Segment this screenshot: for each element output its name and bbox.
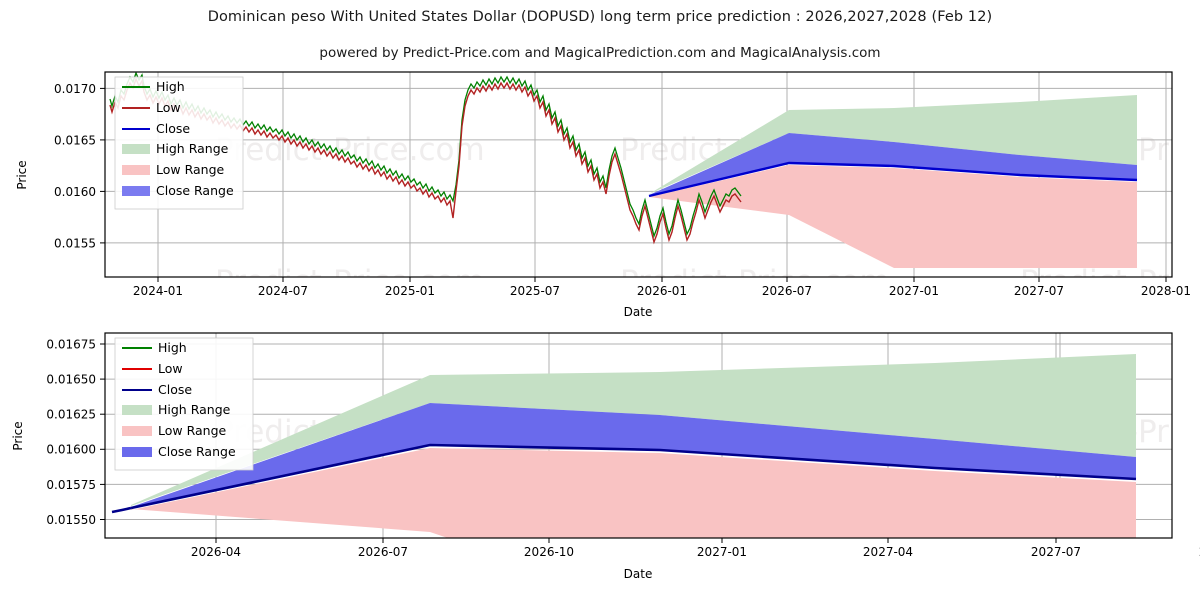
y-tick-label: 0.0170 [54,82,96,96]
y-tick-label: 0.01550 [46,513,96,527]
top-x-axis: 2024-01 2024-07 2025-01 2025-07 2026-01 … [133,277,1191,298]
legend-item-high[interactable]: High [122,79,185,94]
x-tick-label: 2027-04 [863,545,913,559]
x-tick-label: 2024-07 [258,284,308,298]
y-tick-label: 0.01600 [46,443,96,457]
x-tick-label: 2027-10 [1199,545,1200,559]
legend-item-high-range[interactable]: High Range [122,141,229,156]
top-y-axis-title: Price [15,160,29,189]
watermark-text: Predict-Price.com [215,264,485,300]
x-tick-label: 2026-10 [524,545,574,559]
y-tick-label: 0.0160 [54,185,96,199]
bottom-plot-frame [104,332,1173,539]
x-tick-label: 2024-01 [133,284,183,298]
legend-label: High [156,79,185,94]
bottom-x-axis-title: Date [624,567,653,581]
bottom-chart-panel: Predict-Price.com Predict-Price.com Pred… [11,332,1200,581]
bottom-chart-legend[interactable]: High Low Close High Range Low Range Clos… [114,337,254,471]
legend-item-close[interactable]: Close [122,382,192,397]
low-range-band [649,165,1137,268]
x-tick-label: 2027-07 [1014,284,1064,298]
legend-label: Low Range [158,423,227,438]
legend-item-high-range[interactable]: High Range [122,402,231,417]
low-range-band [131,448,1136,538]
legend-label: High Range [156,141,229,156]
bottom-y-axis-title: Price [11,421,25,450]
high-range-band [131,354,1136,506]
legend-label: High [158,340,187,355]
x-tick-label: 2026-07 [358,545,408,559]
x-tick-label: 2026-07 [762,284,812,298]
legend-item-low-range[interactable]: Low Range [122,423,227,438]
x-tick-label: 2026-01 [637,284,687,298]
x-tick-label: 2027-07 [1031,545,1081,559]
top-chart-legend[interactable]: High Low Close High Range Low Range Clos… [114,76,244,210]
legend-item-close-range[interactable]: Close Range [122,444,236,459]
y-tick-label: 0.01575 [46,478,96,492]
x-tick-label: 2028-01 [1141,284,1191,298]
legend-item-low[interactable]: Low [122,361,183,376]
close-range-band [131,403,1136,508]
close-range-band [649,133,1137,195]
y-tick-label: 0.0155 [54,236,96,250]
legend-label: Close Range [156,183,234,198]
legend-label: Low [158,361,183,376]
watermark-text: Predict-Price.com [620,264,890,300]
high-range-band [649,95,1137,194]
legend-item-high[interactable]: High [122,340,187,355]
top-plot-frame [104,71,1173,278]
x-tick-label: 2027-01 [889,284,939,298]
legend-label: Close Range [158,444,236,459]
close-forecast-line [648,161,1138,198]
x-tick-label: 2025-07 [510,284,560,298]
legend-label: Close [158,382,192,397]
x-tick-label: 2026-04 [191,545,241,559]
top-chart-panel: Predict-Price.com Predict-Price.com Pred… [15,71,1191,319]
close-forecast-line [130,443,1137,510]
x-tick-label: 2027-01 [697,545,747,559]
top-y-axis: 0.0170 0.0165 0.0160 0.0155 [54,82,105,250]
legend-label: Low Range [156,162,225,177]
y-tick-label: 0.0165 [54,133,96,147]
y-tick-label: 0.01625 [46,408,96,422]
close-history-stub [111,506,132,514]
legend-item-low[interactable]: Low [122,100,181,115]
legend-label: Close [156,121,190,136]
y-tick-label: 0.01650 [46,373,96,387]
legend-label: Low [156,100,181,115]
x-tick-label: 2025-01 [385,284,435,298]
page-subtitle: powered by Predict-Price.com and Magical… [319,45,881,61]
y-tick-label: 0.01675 [46,337,96,351]
legend-label: High Range [158,402,231,417]
bottom-y-axis: 0.01675 0.01650 0.01625 0.01600 0.01575 … [46,337,105,527]
bottom-x-axis: 2026-04 2026-07 2026-10 2027-01 2027-04 … [191,538,1200,559]
legend-item-close[interactable]: Close [122,121,190,136]
top-x-axis-title: Date [624,305,653,319]
page-title: Dominican peso With United States Dollar… [207,9,993,25]
legend-item-low-range[interactable]: Low Range [122,162,225,177]
legend-item-close-range[interactable]: Close Range [122,183,234,198]
